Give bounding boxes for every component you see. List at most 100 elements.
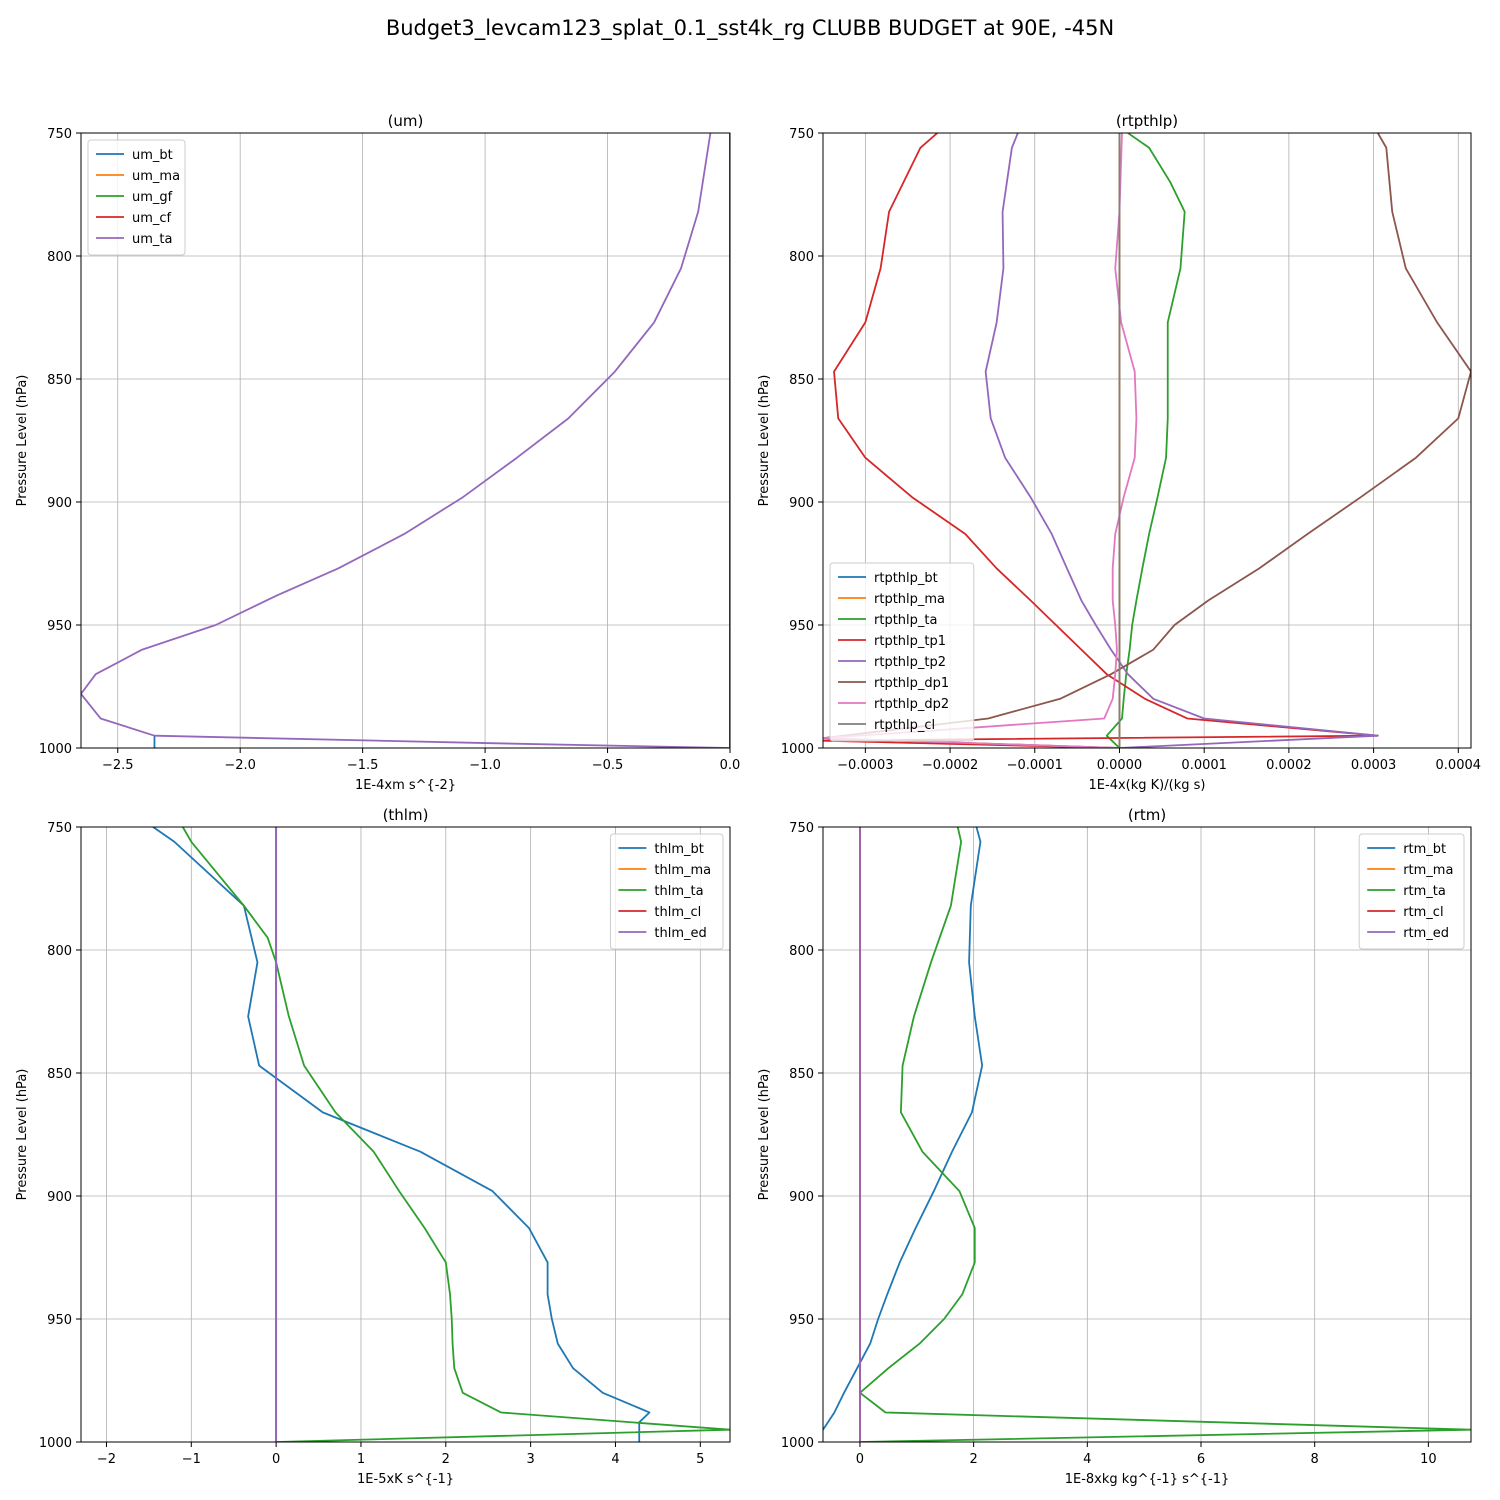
legend: thlm_bt thlm_ma thlm_ta thlm_cl thlm_ed bbox=[609, 833, 724, 950]
x-axis-label: 1E-8xkg kg^{-1} s^{-1} bbox=[1065, 1472, 1230, 1487]
y-tick-label: 750 bbox=[789, 821, 814, 836]
y-tick-label: 850 bbox=[47, 1067, 72, 1082]
x-tick-label: 4 bbox=[1083, 1452, 1091, 1467]
series-line-thlm_bt bbox=[152, 827, 651, 1442]
x-tick-label: −0.0003 bbox=[837, 758, 893, 773]
panel-title: (rtm) bbox=[1128, 806, 1166, 824]
y-tick-label: 950 bbox=[789, 619, 814, 634]
y-tick-label: 750 bbox=[47, 821, 72, 836]
y-axis-label: Pressure Level (hPa) bbox=[15, 375, 30, 507]
legend-label-um_bt: um_bt bbox=[132, 148, 173, 163]
legend: um_bt um_ma um_gf um_cf um_ta bbox=[87, 139, 186, 256]
legend-label-rtpthlp_ta: rtpthlp_ta bbox=[874, 613, 937, 628]
legend-box bbox=[829, 562, 975, 742]
axes-frame bbox=[822, 826, 1472, 1443]
y-tick-label: 800 bbox=[47, 944, 72, 959]
x-tick-label: 2 bbox=[442, 1452, 450, 1467]
series-line-um_ta bbox=[81, 133, 730, 748]
series-group bbox=[823, 133, 1471, 748]
x-tick-label: 4 bbox=[611, 1452, 619, 1467]
panel-1: −0.0003 −0.0002 −0.0001 0.0000 0.0001 0.0002 0… bbox=[757, 112, 1481, 793]
y-tick-label: 850 bbox=[789, 373, 814, 388]
x-tick-label: 10 bbox=[1420, 1452, 1437, 1467]
y-tick-label: 1000 bbox=[39, 1436, 72, 1451]
y-tick-label: 900 bbox=[789, 496, 814, 511]
x-axis-label: 1E-5xK s^{-1} bbox=[357, 1472, 454, 1487]
y-tick-label: 900 bbox=[47, 1190, 72, 1205]
y-tick-label: 750 bbox=[47, 127, 72, 142]
x-tick-label: 6 bbox=[1197, 1452, 1205, 1467]
legend-label-rtm_ma: rtm_ma bbox=[1403, 863, 1453, 878]
x-tick-label: −0.5 bbox=[592, 758, 624, 773]
legend-label-thlm_ed: thlm_ed bbox=[654, 926, 706, 941]
series-line-rtpthlp_tp2 bbox=[984, 133, 1379, 748]
x-tick-label: 0.0004 bbox=[1436, 758, 1482, 773]
x-tick-label: 0.0002 bbox=[1266, 758, 1312, 773]
x-axis-label: 1E-4x(kg K)/(kg s) bbox=[1089, 778, 1206, 793]
legend-label-rtpthlp_dp2: rtpthlp_dp2 bbox=[874, 697, 949, 712]
legend-label-um_ta: um_ta bbox=[132, 232, 172, 247]
legend-label-rtpthlp_ma: rtpthlp_ma bbox=[874, 592, 945, 607]
y-tick-label: 900 bbox=[47, 496, 72, 511]
y-tick-label: 900 bbox=[789, 1190, 814, 1205]
x-tick-label: 8 bbox=[1311, 1452, 1319, 1467]
legend-label-rtm_cl: rtm_cl bbox=[1403, 905, 1443, 920]
y-tick-label: 950 bbox=[47, 1313, 72, 1328]
x-tick-label: 0 bbox=[272, 1452, 280, 1467]
x-tick-label: 0.0000 bbox=[1097, 758, 1143, 773]
legend-label-rtpthlp_dp1: rtpthlp_dp1 bbox=[874, 676, 949, 691]
legend-label-rtm_ta: rtm_ta bbox=[1403, 884, 1446, 899]
y-tick-label: 750 bbox=[789, 127, 814, 142]
y-tick-label: 950 bbox=[789, 1313, 814, 1328]
legend-label-rtm_ed: rtm_ed bbox=[1403, 926, 1449, 941]
legend-label-rtpthlp_tp2: rtpthlp_tp2 bbox=[874, 655, 946, 670]
y-axis-label: Pressure Level (hPa) bbox=[757, 375, 772, 507]
x-tick-label: 0 bbox=[856, 1452, 864, 1467]
x-tick-label: 0.0001 bbox=[1181, 758, 1227, 773]
y-tick-label: 850 bbox=[789, 1067, 814, 1082]
legend-label-thlm_bt: thlm_bt bbox=[654, 842, 703, 857]
series-line-rtpthlp_ta bbox=[1105, 133, 1186, 748]
x-tick-label: 2 bbox=[969, 1452, 977, 1467]
series-group bbox=[823, 827, 1471, 1442]
legend: rtm_bt rtm_ma rtm_ta rtm_cl rtm_ed bbox=[1358, 833, 1465, 950]
y-tick-label: 950 bbox=[47, 619, 72, 634]
y-tick-label: 1000 bbox=[39, 742, 72, 757]
series-line-rtpthlp_tp1 bbox=[823, 133, 1379, 748]
y-tick-label: 800 bbox=[47, 250, 72, 265]
panel-title: (um) bbox=[388, 112, 424, 130]
panel-2: −2 −1 0 1 2 3 4 5 750 800 850 900 950 1000 (thlm) 1E-5x… bbox=[15, 806, 731, 1487]
legend-label-rtpthlp_bt: rtpthlp_bt bbox=[874, 571, 938, 586]
y-tick-label: 1000 bbox=[781, 1436, 814, 1451]
axes-frame bbox=[80, 132, 731, 749]
x-tick-label: −2 bbox=[97, 1452, 116, 1467]
y-tick-label: 800 bbox=[789, 944, 814, 959]
axes-frame bbox=[80, 826, 731, 1443]
x-tick-label: −2.5 bbox=[102, 758, 134, 773]
panel-3: 0 2 4 6 8 10 750 800 850 900 950 1000 (rtm) 1E-8xkg k… bbox=[757, 806, 1472, 1487]
legend-label-thlm_ma: thlm_ma bbox=[654, 863, 711, 878]
x-tick-label: −0.0002 bbox=[922, 758, 978, 773]
x-tick-label: −2.0 bbox=[224, 758, 256, 773]
x-tick-label: 3 bbox=[526, 1452, 534, 1467]
x-tick-label: −1.0 bbox=[469, 758, 501, 773]
legend-label-thlm_ta: thlm_ta bbox=[654, 884, 703, 899]
series-group bbox=[152, 827, 730, 1442]
panel-title: (rtpthlp) bbox=[1116, 112, 1178, 130]
panel-0: −2.5 −2.0 −1.5 −1.0 −0.5 0.0 750 800 850 900 950 10… bbox=[15, 112, 740, 793]
axes-frame bbox=[822, 132, 1472, 749]
legend-label-thlm_cl: thlm_cl bbox=[654, 905, 701, 920]
legend-box bbox=[609, 833, 724, 950]
series-line-thlm_ta bbox=[182, 827, 730, 1442]
y-axis-label: Pressure Level (hPa) bbox=[757, 1069, 772, 1201]
x-tick-label: 5 bbox=[696, 1452, 704, 1467]
series-line-rtpthlp_dp1 bbox=[823, 133, 1471, 748]
legend-box bbox=[1358, 833, 1465, 950]
x-axis-label: 1E-4xm s^{-2} bbox=[355, 778, 456, 793]
y-tick-label: 800 bbox=[789, 250, 814, 265]
series-group bbox=[81, 133, 730, 748]
y-tick-label: 1000 bbox=[781, 742, 814, 757]
legend-label-rtpthlp_tp1: rtpthlp_tp1 bbox=[874, 634, 946, 649]
legend-box bbox=[87, 139, 186, 256]
